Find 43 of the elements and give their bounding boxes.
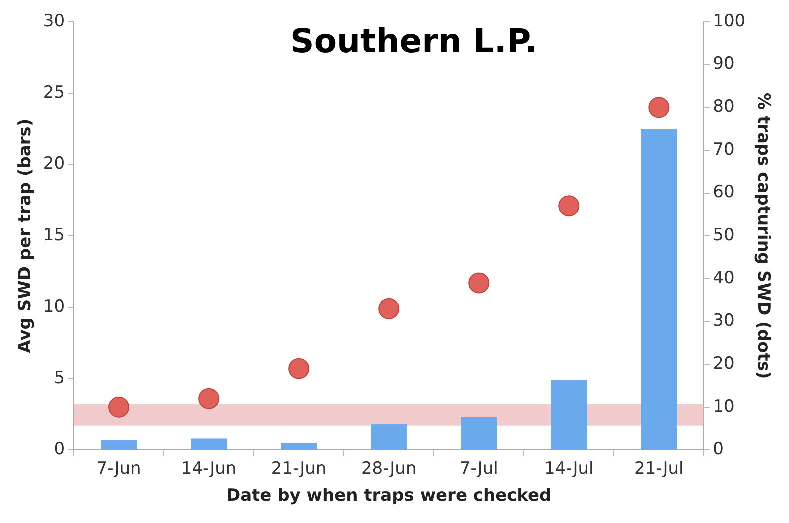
y2-tick-label: 60 [713, 182, 735, 203]
x-tick-label: 7-Jun [96, 458, 142, 479]
y-tick-label: 30 [43, 11, 66, 32]
y2-tick-label: 40 [713, 268, 735, 288]
y-tick-label: 5 [54, 368, 66, 388]
x-tick-label: 21-Jul [634, 458, 684, 479]
point [378, 298, 400, 320]
bar [191, 438, 228, 450]
y-tick-label: 20 [43, 154, 66, 174]
y-axis-title: Avg SWD per trap (bars) [16, 118, 36, 354]
point [198, 388, 220, 410]
bar [281, 443, 318, 450]
point [648, 97, 670, 118]
point [468, 272, 490, 294]
bar [641, 129, 678, 450]
x-tick-label: 7-Jul [460, 458, 498, 479]
y2-tick-label: 0 [713, 440, 724, 460]
y2-tick-label: 10 [713, 396, 735, 417]
y2-tick-label: 50 [713, 226, 735, 246]
x-tick-label: 28-Jun [361, 458, 417, 479]
y2-tick-label: 20 [713, 354, 735, 374]
y2-tick-label: 30 [713, 311, 735, 332]
x-tick-label: 14-Jun [181, 458, 237, 479]
bar [551, 380, 588, 450]
y2-tick-label: 100 [713, 11, 746, 32]
bar [461, 417, 498, 450]
x-tick-label: 14-Jul [544, 458, 594, 479]
y2-tick-label: 90 [713, 54, 735, 74]
y-tick-label: 25 [43, 82, 66, 103]
y-tick-label: 15 [43, 226, 66, 246]
point [288, 358, 310, 380]
x-axis-title: Date by when traps were checked [226, 486, 552, 506]
point [108, 396, 130, 418]
y2-axis-title: % traps capturing SWD (dots) [753, 93, 774, 380]
y-tick-label: 0 [54, 440, 66, 460]
y-tick-label: 10 [43, 296, 66, 317]
y2-tick-label: 70 [713, 140, 735, 160]
x-tick-label: 21-Jun [271, 458, 327, 479]
bar [371, 424, 408, 450]
point [558, 196, 580, 217]
y2-tick-label: 80 [713, 97, 735, 118]
bar [101, 440, 138, 450]
chart-title: Southern L.P. [290, 22, 538, 61]
